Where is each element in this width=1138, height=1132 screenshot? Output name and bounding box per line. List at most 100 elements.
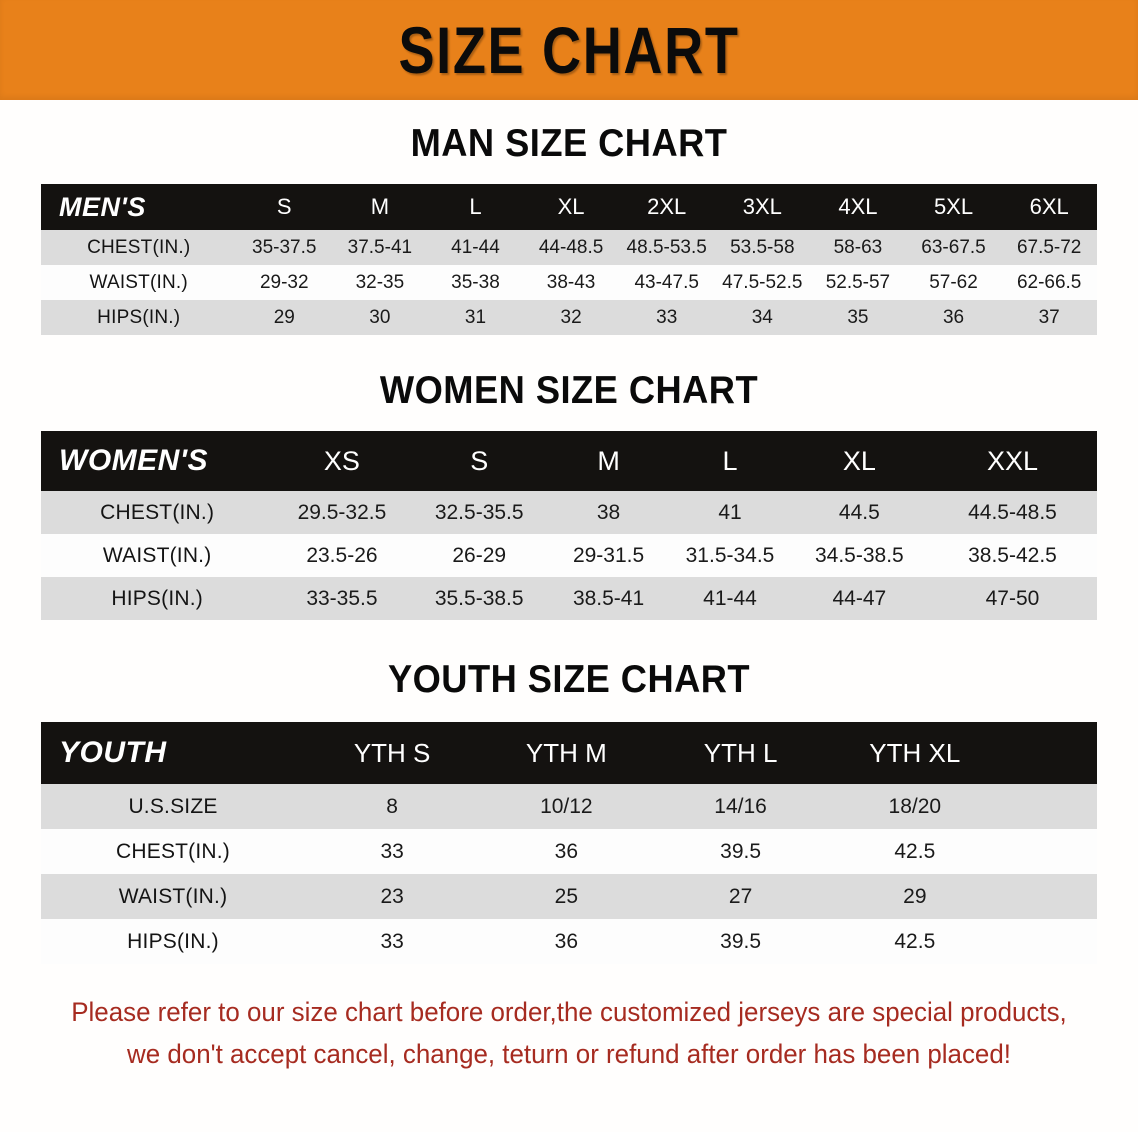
cell: 33-35.5: [273, 577, 411, 620]
cell: 39.5: [653, 919, 828, 964]
man-table-header-row: MEN'S S M L XL 2XL 3XL 4XL 5XL 6XL: [41, 184, 1097, 230]
man-row-label-hips: HIPS(IN.): [41, 300, 237, 335]
youth-col-yth-s: YTH S: [353, 737, 431, 768]
cell: 34: [714, 300, 811, 335]
man-col-5xl: 5XL: [933, 194, 974, 219]
cell-spacer: [1001, 784, 1097, 829]
table-row: HIPS(IN.) 29 30 31 32 33 34 35 36 37: [41, 300, 1097, 335]
youth-row-label-waist: WAIST(IN.): [41, 874, 305, 919]
cell: 47-50: [927, 577, 1097, 620]
cell: 23.5-26: [273, 534, 411, 577]
cell: 25: [479, 874, 654, 919]
page-banner: SIZE CHART: [0, 0, 1138, 100]
cell: 37: [1001, 300, 1097, 335]
cell: 29: [236, 300, 333, 335]
man-col-xl: XL: [557, 194, 585, 219]
cell: 48.5-53.5: [618, 230, 715, 265]
cell: 44.5: [790, 491, 928, 534]
women-col-xxl: XXL: [986, 445, 1039, 476]
cell: 35-38: [427, 265, 524, 300]
youth-row-label-us-size: U.S.SIZE: [41, 784, 305, 829]
cell: 47.5-52.5: [714, 265, 811, 300]
cell: 35: [810, 300, 906, 335]
women-col-xs: XS: [323, 445, 360, 476]
women-table-wrapper: WOMEN'S XS S M L XL XXL CHEST(IN.) 29.5-…: [41, 431, 1097, 620]
cell: 38: [547, 491, 670, 534]
man-row-label-waist: WAIST(IN.): [41, 265, 237, 300]
cell: 30: [332, 300, 428, 335]
cell: 29.5-32.5: [273, 491, 411, 534]
youth-section-title: YOUTH SIZE CHART: [387, 658, 751, 701]
youth-row-label-chest: CHEST(IN.): [41, 829, 305, 874]
women-row-label-hips: HIPS(IN.): [41, 577, 274, 620]
man-row-label-chest: CHEST(IN.): [41, 230, 237, 265]
cell: 32.5-35.5: [410, 491, 548, 534]
cell: 31.5-34.5: [669, 534, 791, 577]
cell: 29-32: [236, 265, 333, 300]
cell: 41-44: [427, 230, 524, 265]
cell: 32-35: [332, 265, 428, 300]
disclaimer-line-1: Please refer to our size chart before or…: [71, 997, 1067, 1027]
youth-col-spacer: [1002, 722, 1097, 784]
table-row: HIPS(IN.) 33-35.5 35.5-38.5 38.5-41 41-4…: [41, 577, 1097, 620]
cell: 53.5-58: [714, 230, 811, 265]
women-row-label-waist: WAIST(IN.): [41, 534, 274, 577]
cell: 35-37.5: [236, 230, 333, 265]
cell: 38.5-42.5: [927, 534, 1097, 577]
man-header-label: MEN'S: [59, 191, 146, 222]
women-col-l: L: [722, 445, 738, 476]
cell: 67.5-72: [1001, 230, 1097, 265]
table-row: WAIST(IN.) 23 25 27 29: [41, 874, 1097, 919]
table-row: CHEST(IN.) 35-37.5 37.5-41 41-44 44-48.5…: [41, 230, 1097, 265]
women-col-xl: XL: [842, 445, 876, 476]
cell: 41-44: [669, 577, 791, 620]
disclaimer-line-2: we don't accept cancel, change, teturn o…: [127, 1038, 1011, 1069]
women-size-table: WOMEN'S XS S M L XL XXL CHEST(IN.) 29.5-…: [41, 431, 1097, 620]
man-size-table: MEN'S S M L XL 2XL 3XL 4XL 5XL 6XL CHEST…: [41, 184, 1097, 335]
table-row: U.S.SIZE 8 10/12 14/16 18/20: [41, 784, 1097, 829]
disclaimer-text: Please refer to our size chart before or…: [55, 992, 1082, 1076]
cell: 31: [427, 300, 524, 335]
cell: 33: [305, 829, 480, 874]
table-row: CHEST(IN.) 33 36 39.5 42.5: [41, 829, 1097, 874]
cell-spacer: [1001, 874, 1097, 919]
cell: 29-31.5: [547, 534, 670, 577]
cell: 42.5: [827, 829, 1002, 874]
women-col-s: S: [470, 445, 489, 476]
cell: 36: [479, 829, 654, 874]
cell: 27: [653, 874, 828, 919]
cell: 42.5: [827, 919, 1002, 964]
youth-col-yth-m: YTH M: [525, 737, 607, 768]
man-table-wrapper: MEN'S S M L XL 2XL 3XL 4XL 5XL 6XL CHEST…: [41, 184, 1097, 335]
women-col-m: M: [597, 445, 620, 476]
cell: 37.5-41: [332, 230, 428, 265]
women-row-label-chest: CHEST(IN.): [41, 491, 274, 534]
table-row: WAIST(IN.) 29-32 32-35 35-38 38-43 43-47…: [41, 265, 1097, 300]
cell: 62-66.5: [1001, 265, 1097, 300]
cell: 34.5-38.5: [790, 534, 928, 577]
cell-spacer: [1001, 919, 1097, 964]
man-col-4xl: 4XL: [838, 194, 878, 219]
youth-header-label: YOUTH: [59, 736, 167, 769]
cell: 10/12: [479, 784, 654, 829]
cell: 52.5-57: [810, 265, 906, 300]
page-title: SIZE CHART: [398, 13, 740, 87]
cell: 33: [618, 300, 715, 335]
man-col-l: L: [469, 194, 482, 219]
youth-table-wrapper: YOUTH YTH S YTH M YTH L YTH XL U.S.SIZE …: [41, 722, 1097, 964]
cell: 44.5-48.5: [927, 491, 1097, 534]
cell: 36: [905, 300, 1002, 335]
women-section-title: WOMEN SIZE CHART: [379, 369, 759, 412]
cell: 38-43: [523, 265, 619, 300]
cell: 58-63: [810, 230, 906, 265]
table-row: CHEST(IN.) 29.5-32.5 32.5-35.5 38 41 44.…: [41, 491, 1097, 534]
cell: 26-29: [410, 534, 548, 577]
cell: 63-67.5: [905, 230, 1002, 265]
cell: 44-47: [790, 577, 928, 620]
cell: 41: [669, 491, 791, 534]
cell: 38.5-41: [547, 577, 670, 620]
man-col-2xl: 2XL: [647, 194, 687, 219]
cell: 57-62: [905, 265, 1002, 300]
cell: 35.5-38.5: [410, 577, 548, 620]
